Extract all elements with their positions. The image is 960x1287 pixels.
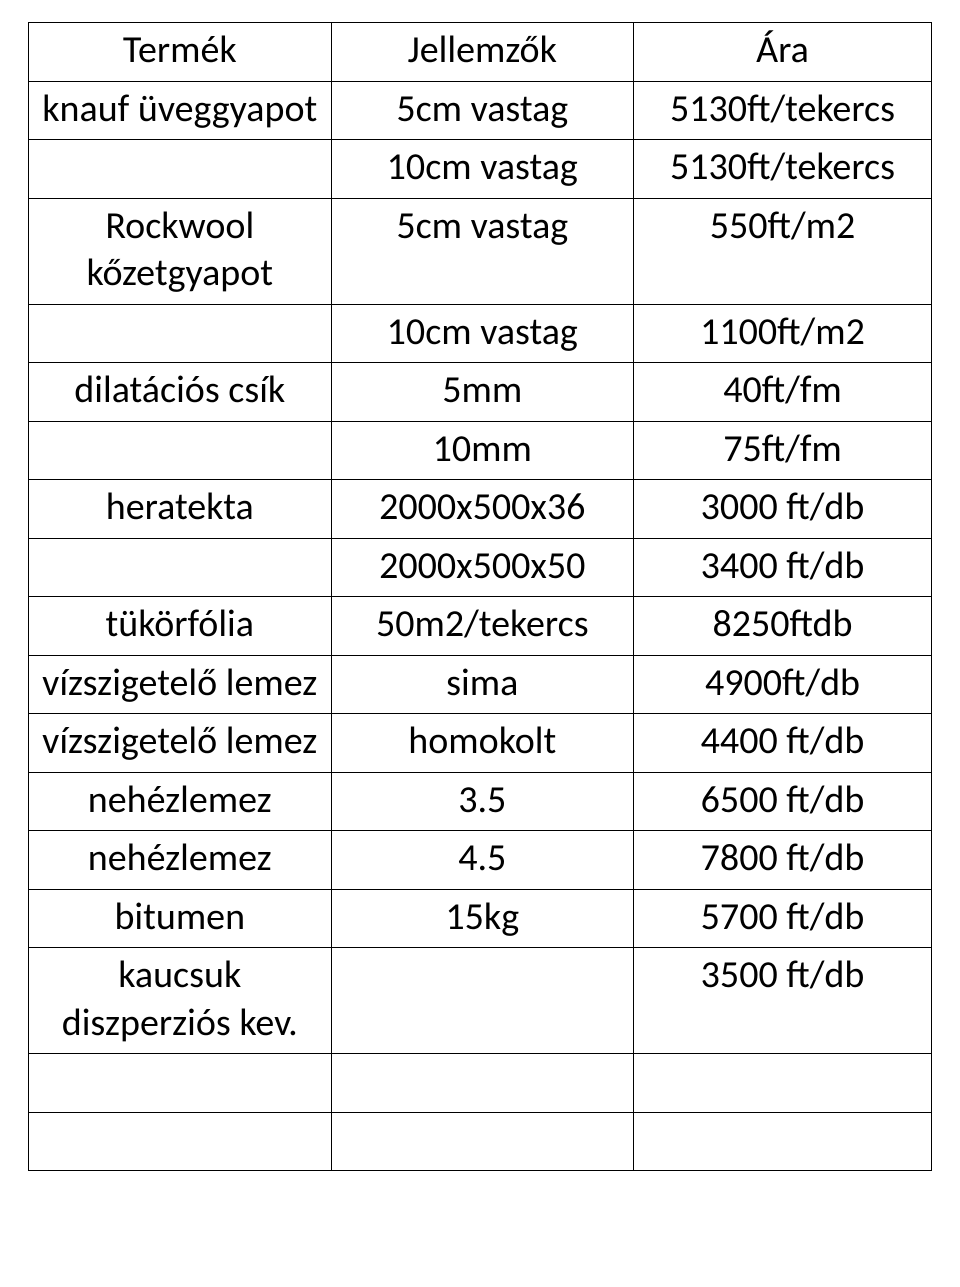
cell-product: heratekta [29, 480, 332, 539]
cell-product [29, 421, 332, 480]
cell-features: 4.5 [331, 831, 634, 890]
cell-product: vízszigetelő lemez [29, 714, 332, 773]
cell-features: 5cm vastag [331, 198, 634, 304]
cell-features: 50m2/tekercs [331, 597, 634, 656]
cell-product: knauf üveggyapot [29, 81, 332, 140]
table-row: dilatációs csík 5mm 40ft/fm [29, 363, 932, 422]
table-row: heratekta 2000x500x36 3000 ft/db [29, 480, 932, 539]
cell-product: nehézlemez [29, 831, 332, 890]
cell-features: sima [331, 655, 634, 714]
cell-product: vízszigetelő lemez [29, 655, 332, 714]
cell-product [29, 304, 332, 363]
cell-features: 5mm [331, 363, 634, 422]
cell-price: 1100ft/m2 [634, 304, 932, 363]
cell-price: 4400 ft/db [634, 714, 932, 773]
table-row: 10cm vastag 5130ft/tekercs [29, 140, 932, 199]
cell-features [331, 1112, 634, 1171]
cell-price: 3000 ft/db [634, 480, 932, 539]
cell-price: 3400 ft/db [634, 538, 932, 597]
table-header-row: Termék Jellemzők Ára [29, 23, 932, 82]
cell-product [29, 1112, 332, 1171]
cell-features [331, 1054, 634, 1113]
table-body: Termék Jellemzők Ára knauf üveggyapot 5c… [29, 23, 932, 1171]
cell-features: homokolt [331, 714, 634, 773]
col-header-price: Ára [634, 23, 932, 82]
cell-price: 7800 ft/db [634, 831, 932, 890]
cell-features: 2000x500x50 [331, 538, 634, 597]
table-row: nehézlemez 3.5 6500 ft/db [29, 772, 932, 831]
cell-price: 3500 ft/db [634, 948, 932, 1054]
cell-product: Rockwool kőzetgyapot [29, 198, 332, 304]
table-row: bitumen 15kg 5700 ft/db [29, 889, 932, 948]
page: Termék Jellemzők Ára knauf üveggyapot 5c… [0, 0, 960, 1171]
table-row: nehézlemez 4.5 7800 ft/db [29, 831, 932, 890]
table-row: knauf üveggyapot 5cm vastag 5130ft/teker… [29, 81, 932, 140]
col-header-features: Jellemzők [331, 23, 634, 82]
cell-price: 4900ft/db [634, 655, 932, 714]
table-row: vízszigetelő lemez sima 4900ft/db [29, 655, 932, 714]
cell-product [29, 1054, 332, 1113]
cell-features [331, 948, 634, 1054]
table-row [29, 1112, 932, 1171]
cell-features: 5cm vastag [331, 81, 634, 140]
table-row: 10mm 75ft/fm [29, 421, 932, 480]
col-header-product: Termék [29, 23, 332, 82]
table-row: tükörfólia 50m2/tekercs 8250ftdb [29, 597, 932, 656]
cell-price [634, 1054, 932, 1113]
table-row [29, 1054, 932, 1113]
cell-product [29, 140, 332, 199]
table-row: 10cm vastag 1100ft/m2 [29, 304, 932, 363]
cell-product: kaucsuk diszperziós kev. [29, 948, 332, 1054]
cell-features: 10cm vastag [331, 304, 634, 363]
cell-price: 40ft/fm [634, 363, 932, 422]
cell-price: 5130ft/tekercs [634, 140, 932, 199]
cell-features: 10mm [331, 421, 634, 480]
cell-price [634, 1112, 932, 1171]
cell-price: 6500 ft/db [634, 772, 932, 831]
cell-features: 2000x500x36 [331, 480, 634, 539]
cell-product: nehézlemez [29, 772, 332, 831]
cell-product: bitumen [29, 889, 332, 948]
cell-product [29, 538, 332, 597]
cell-features: 10cm vastag [331, 140, 634, 199]
cell-features: 15kg [331, 889, 634, 948]
cell-product: tükörfólia [29, 597, 332, 656]
cell-price: 550ft/m2 [634, 198, 932, 304]
table-row: kaucsuk diszperziós kev. 3500 ft/db [29, 948, 932, 1054]
cell-price: 75ft/fm [634, 421, 932, 480]
cell-features: 3.5 [331, 772, 634, 831]
cell-price: 5130ft/tekercs [634, 81, 932, 140]
table-row: 2000x500x50 3400 ft/db [29, 538, 932, 597]
price-table: Termék Jellemzők Ára knauf üveggyapot 5c… [28, 22, 932, 1171]
table-row: vízszigetelő lemez homokolt 4400 ft/db [29, 714, 932, 773]
cell-price: 5700 ft/db [634, 889, 932, 948]
cell-price: 8250ftdb [634, 597, 932, 656]
table-row: Rockwool kőzetgyapot 5cm vastag 550ft/m2 [29, 198, 932, 304]
cell-product: dilatációs csík [29, 363, 332, 422]
